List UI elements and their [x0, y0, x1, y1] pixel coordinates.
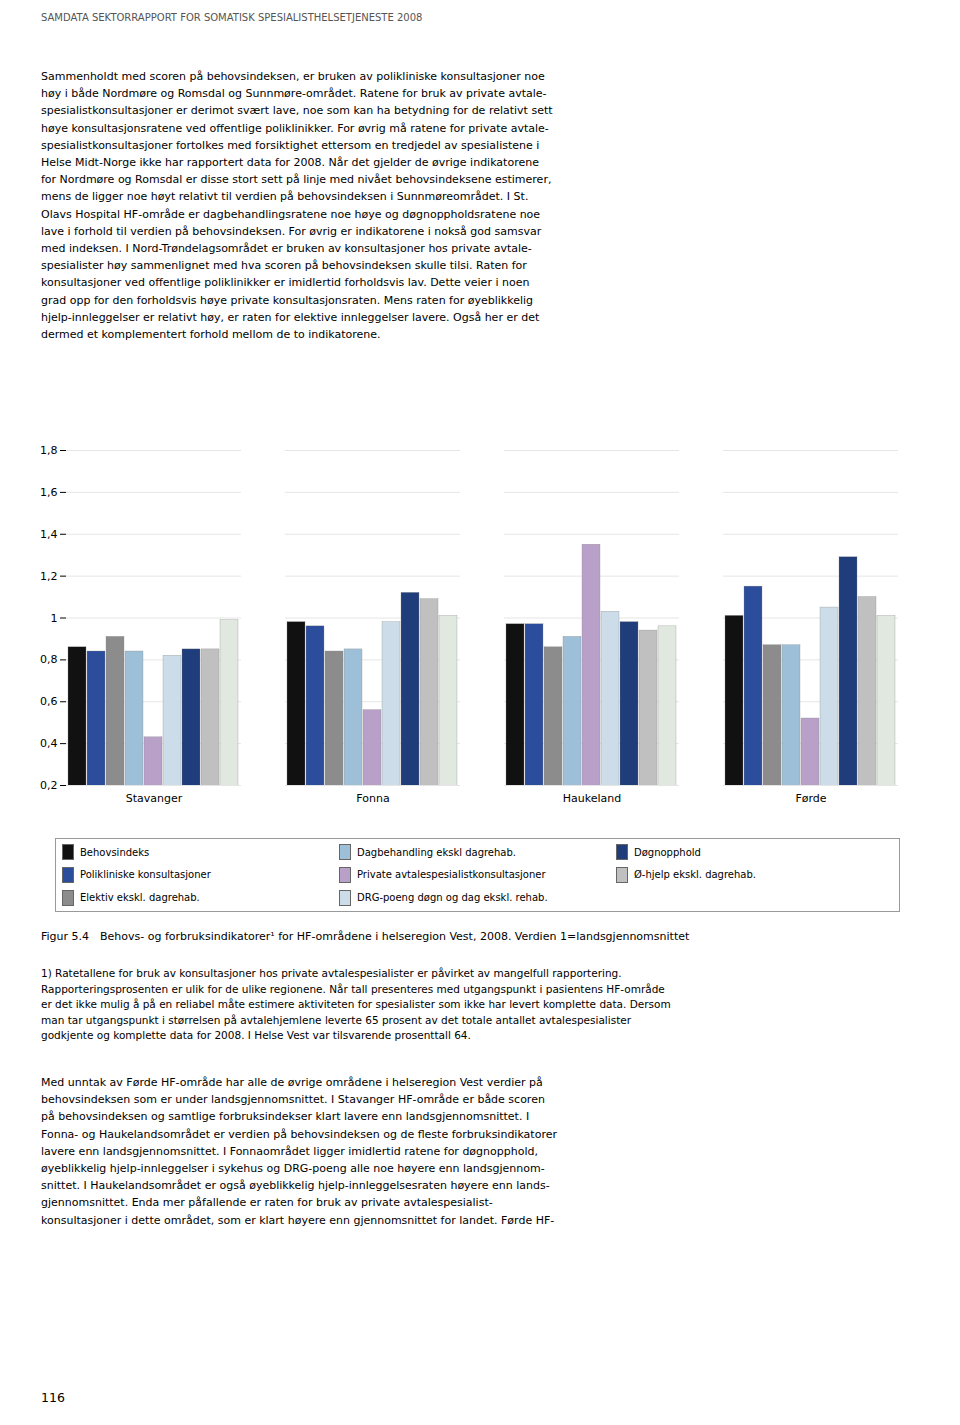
- html-text:lavere enn landsgjennomsnittet: lavere enn landsgjennomsnittet. I Fonnao…: [41, 1144, 538, 1158]
- html-text:konsultasjoner i dette området: konsultasjoner i dette området, som er k…: [41, 1213, 555, 1227]
- svg-text:Fonna: Fonna: [356, 792, 389, 805]
- html-text:på behovsindeksen og samtlige: på behovsindeksen og samtlige forbruksin…: [41, 1110, 530, 1124]
- svg-text:0,6: 0,6: [40, 695, 58, 708]
- html-text:med indeksen. I Nord-Trøndelag: med indeksen. I Nord-Trøndelagsområdet e…: [41, 242, 532, 255]
- html-text:grad opp for den forholdsvis h: grad opp for den forholdsvis høye privat…: [41, 293, 533, 307]
- html-text:Helse Midt-Norge ikke har rapp: Helse Midt-Norge ikke har rapportert dat…: [41, 156, 539, 169]
- html-text:Olavs Hospital HF-område er da: Olavs Hospital HF-område er dagbehandlin…: [41, 207, 541, 221]
- svg-text:0,8: 0,8: [40, 653, 58, 666]
- html-text:snittet. I Haukelandsområdet e: snittet. I Haukelandsområdet er også øye…: [41, 1179, 550, 1193]
- html-text:spesialister høy sammenlignet: spesialister høy sammenlignet med hva sc…: [41, 259, 527, 273]
- svg-text:1,2: 1,2: [40, 570, 58, 583]
- html-text:Fonna- og Haukelandsområdet er: Fonna- og Haukelandsområdet er verdien p…: [41, 1127, 557, 1141]
- html-text:spesialistkonsultasjoner er de: spesialistkonsultasjoner er derimot svær…: [41, 104, 553, 118]
- html-text:er det ikke mulig å på en reli: er det ikke mulig å på en reliabel måte …: [41, 998, 671, 1010]
- html-text:Private avtalespesialistkonsul: Private avtalespesialistkonsultasjoner: [357, 869, 546, 881]
- html-text:lave i forhold til verdien på: lave i forhold til verdien på behovsinde…: [41, 224, 542, 238]
- html-text:Sammenholdt med scoren på beho: Sammenholdt med scoren på behovsindeksen…: [41, 70, 545, 83]
- html-text:SAMDATA SEKTORRAPPORT FOR SOMA: SAMDATA SEKTORRAPPORT FOR SOMATISK SPESI…: [41, 12, 423, 23]
- svg-text:1: 1: [51, 612, 58, 625]
- svg-text:Førde: Førde: [795, 792, 826, 805]
- svg-text:1,4: 1,4: [40, 528, 58, 541]
- html-text:Med unntak av Førde HF-område: Med unntak av Førde HF-område har alle d…: [41, 1076, 543, 1089]
- html-text:Dagbehandling ekskl dagrehab.: Dagbehandling ekskl dagrehab.: [357, 846, 516, 858]
- svg-text:Haukeland: Haukeland: [563, 792, 621, 805]
- html-text:1) Ratetallene for bruk av kon: 1) Ratetallene for bruk av konsultasjone…: [41, 967, 622, 979]
- html-text:Ø-hjelp ekskl. dagrehab.: Ø-hjelp ekskl. dagrehab.: [634, 869, 756, 881]
- svg-text:1,6: 1,6: [40, 486, 58, 499]
- svg-text:1,8: 1,8: [40, 444, 58, 457]
- html-text:konsultasjoner ved offentlige: konsultasjoner ved offentlige poliklinik…: [41, 276, 530, 290]
- html-text:høy i både Nordmøre og Romsdal: høy i både Nordmøre og Romsdal og Sunnmø…: [41, 87, 547, 101]
- html-text:hjelp-innleggelser er relativt: hjelp-innleggelser er relativt høy, er r…: [41, 310, 540, 324]
- html-text:Elektiv ekskl. dagrehab.: Elektiv ekskl. dagrehab.: [80, 892, 200, 904]
- html-text:Døgnopphold: Døgnopphold: [634, 846, 701, 858]
- html-text:116: 116: [41, 1390, 65, 1405]
- svg-text:Stavanger: Stavanger: [126, 792, 183, 805]
- html-text:øyeblikkelig hjelp-innleggelse: øyeblikkelig hjelp-innleggelser i sykehu…: [41, 1162, 545, 1175]
- html-text:Polikliniske konsultasjoner: Polikliniske konsultasjoner: [80, 869, 211, 881]
- html-text:mens de ligger noe høyt relati: mens de ligger noe høyt relativt til ver…: [41, 190, 529, 204]
- html-text:godkjente og komplette data fo: godkjente og komplette data for 2008. I …: [41, 1029, 471, 1041]
- html-text:Behovsindeks: Behovsindeks: [80, 846, 150, 858]
- html-text:høye konsultasjonsratene ved o: høye konsultasjonsratene ved offentlige …: [41, 121, 549, 135]
- html-text:gjennomsnittet. Enda mer påfal: gjennomsnittet. Enda mer påfallende er r…: [41, 1196, 493, 1210]
- html-text:behovsindeksen som er under la: behovsindeksen som er under landsgjennom…: [41, 1093, 545, 1107]
- html-text:Figur 5.4 Behovs- og forbruksi: Figur 5.4 Behovs- og forbruksindikatorer…: [41, 930, 690, 943]
- html-text:DRG-poeng døgn og dag ekskl. r: DRG-poeng døgn og dag ekskl. rehab.: [357, 892, 548, 904]
- svg-text:0,2: 0,2: [40, 779, 58, 792]
- html-text:for Nordmøre og Romsdal er dis: for Nordmøre og Romsdal er disse stort s…: [41, 173, 552, 187]
- svg-text:0,4: 0,4: [40, 737, 58, 750]
- html-text:spesialistkonsultasjoner forto: spesialistkonsultasjoner fortolkes med f…: [41, 138, 540, 152]
- html-text:Rapporteringsprosenten er ulik: Rapporteringsprosenten er ulik for de ul…: [41, 982, 665, 995]
- html-text:man tar utgangspunkt i størrel: man tar utgangspunkt i størrelsen på avt…: [41, 1013, 632, 1026]
- html-text:dermed et komplementert forhol: dermed et komplementert forhold mellom d…: [41, 328, 381, 341]
